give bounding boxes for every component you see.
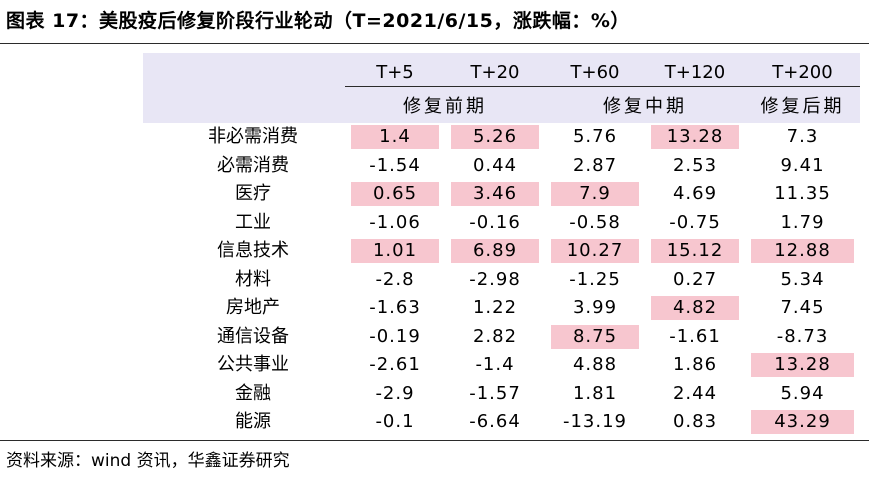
table-cell: 2.87 — [572, 154, 618, 176]
table-cell: -13.19 — [562, 411, 628, 432]
column-header: T+60 — [570, 62, 620, 83]
table-cell: 1.22 — [472, 297, 518, 318]
table-row: 房地产 -1.63 1.22 3.99 4.82 7.45 — [143, 294, 860, 322]
table-cell: 43.29 — [751, 410, 854, 434]
phase-header: 修复后期 — [760, 96, 845, 117]
top-rule — [0, 43, 869, 44]
table-cell: -8.73 — [776, 325, 829, 347]
table-row: 信息技术 1.01 6.89 10.27 15.12 12.88 — [143, 237, 860, 265]
table-cell: -2.61 — [369, 354, 421, 375]
table-cell: 4.88 — [572, 354, 618, 375]
table-cell: 3.99 — [572, 297, 618, 318]
row-label: 通信设备 — [217, 325, 289, 347]
table-cell: -0.75 — [669, 211, 721, 233]
table-cell: 11.35 — [774, 183, 831, 204]
column-header: T+5 — [376, 62, 414, 83]
table-cell: 0.65 — [351, 182, 439, 206]
table-row: 必需消费 -1.54 0.44 2.87 2.53 9.41 — [143, 152, 860, 180]
table-cell: 1.01 — [351, 239, 439, 263]
table-cell: -1.63 — [369, 297, 421, 318]
table-cell: -2.9 — [375, 382, 415, 404]
table-cell: -0.1 — [375, 411, 415, 432]
table-cell: 1.4 — [351, 125, 439, 149]
table-cell: 15.12 — [651, 239, 739, 263]
table-cell: 5.26 — [451, 125, 539, 149]
table-cell: -1.61 — [669, 325, 721, 347]
table-cell: 1.86 — [672, 354, 718, 375]
row-label: 必需消费 — [217, 154, 289, 176]
table-header: T+5 T+20 T+60 T+120 T+200 修复前期 修复中期 修复后期 — [143, 53, 860, 123]
row-label: 金融 — [235, 382, 271, 404]
column-header: T+200 — [772, 62, 833, 83]
table-row: 能源 -0.1 -6.64 -13.19 0.83 43.29 — [143, 408, 860, 436]
table-cell: 5.76 — [572, 126, 618, 147]
source-note: 资料来源：wind 资讯，华鑫证券研究 — [6, 451, 290, 471]
table-cell: 4.69 — [672, 183, 718, 204]
table-cell: -1.06 — [369, 211, 421, 233]
row-label: 工业 — [235, 211, 271, 233]
table-cell: -1.57 — [469, 382, 521, 404]
table-cell: -6.64 — [469, 411, 521, 432]
table-cell: 10.27 — [551, 239, 639, 263]
table-cell: 12.88 — [751, 239, 854, 263]
table-cell: -2.98 — [469, 268, 521, 290]
table-cell: 1.79 — [780, 211, 825, 233]
table-row: 材料 -2.8 -2.98 -1.25 0.27 5.34 — [143, 266, 860, 294]
row-label: 能源 — [235, 411, 271, 432]
table-cell: 8.75 — [551, 324, 639, 349]
table-cell: 7.3 — [786, 126, 819, 147]
row-label: 信息技术 — [217, 240, 289, 261]
row-label: 房地产 — [226, 297, 280, 318]
table-cell: 13.28 — [751, 353, 854, 377]
row-label: 非必需消费 — [208, 126, 298, 147]
phase-header: 修复中期 — [603, 96, 687, 117]
table-cell: 6.89 — [451, 239, 539, 263]
table-cell: 7.9 — [551, 182, 639, 206]
table-cell: 5.34 — [780, 268, 825, 290]
table-cell: 13.28 — [651, 125, 739, 149]
table-cell: 0.27 — [672, 268, 718, 290]
table-cell: 3.46 — [451, 182, 539, 206]
table-cell: -0.16 — [469, 211, 521, 233]
table-cell: 2.44 — [672, 382, 718, 404]
table-cell: -1.25 — [569, 268, 621, 290]
row-label: 材料 — [235, 268, 271, 290]
table-cell: -1.4 — [475, 354, 515, 375]
table-row: 通信设备 -0.19 2.82 8.75 -1.61 -8.73 — [143, 323, 860, 351]
phase-header: 修复前期 — [403, 96, 487, 117]
figure-title: 图表 17：美股疫后修复阶段行业轮动（T=2021/6/15，涨跌幅：%） — [6, 10, 630, 32]
bottom-rule — [0, 440, 869, 441]
table-cell: -0.19 — [369, 325, 421, 347]
table-row: 医疗 0.65 3.46 7.9 4.69 11.35 — [143, 180, 860, 208]
table-cell: 4.82 — [651, 296, 739, 320]
table-cell: 0.83 — [672, 411, 718, 432]
table-cell: 9.41 — [780, 154, 825, 176]
table-cell: 5.94 — [780, 382, 825, 404]
table-cell: 1.81 — [572, 382, 618, 404]
table-row: 金融 -2.9 -1.57 1.81 2.44 5.94 — [143, 380, 860, 408]
table-cell: -0.58 — [569, 211, 621, 233]
table-row: 公共事业 -2.61 -1.4 4.88 1.86 13.28 — [143, 351, 860, 379]
table-cell: -1.54 — [369, 154, 421, 176]
table-row: 非必需消费 1.4 5.26 5.76 13.28 7.3 — [143, 123, 860, 151]
table-cell: 0.44 — [472, 154, 518, 176]
table-cell: 2.82 — [472, 325, 518, 347]
header-divider — [345, 86, 860, 87]
column-header: T+20 — [470, 62, 520, 83]
table-cell: -2.8 — [375, 268, 415, 290]
row-label: 医疗 — [235, 183, 271, 204]
table-row: 工业 -1.06 -0.16 -0.58 -0.75 1.79 — [143, 209, 860, 237]
row-label: 公共事业 — [217, 354, 289, 375]
column-header: T+120 — [664, 62, 726, 83]
table-cell: 7.45 — [780, 297, 825, 318]
table-cell: 2.53 — [672, 154, 718, 176]
